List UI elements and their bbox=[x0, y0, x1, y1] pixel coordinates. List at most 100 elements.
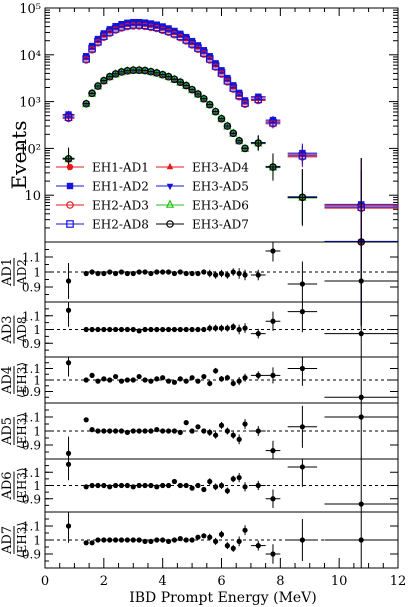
data-point bbox=[224, 543, 230, 549]
ratio-point bbox=[213, 324, 219, 332]
data-point bbox=[201, 326, 207, 333]
data-point bbox=[107, 377, 113, 383]
ratio-point bbox=[171, 270, 178, 277]
ratio-point bbox=[250, 540, 266, 551]
data-point bbox=[183, 270, 189, 277]
ratio-point bbox=[101, 482, 107, 489]
data-point bbox=[95, 378, 101, 384]
legend-item: EH3-AD7 bbox=[156, 218, 249, 232]
ratio-point bbox=[136, 428, 142, 434]
ratio-point bbox=[89, 372, 95, 378]
y-tick-label: 10 bbox=[24, 189, 41, 204]
ratio-point bbox=[171, 326, 178, 333]
data-point bbox=[236, 378, 242, 384]
ratio-point bbox=[189, 537, 195, 543]
ratio-point bbox=[165, 428, 172, 434]
legend-marker bbox=[66, 182, 74, 190]
ratio-point bbox=[207, 478, 213, 485]
data-point bbox=[142, 482, 148, 489]
data-point bbox=[299, 464, 305, 470]
ratio-point bbox=[218, 269, 225, 278]
ratio-point bbox=[83, 270, 89, 277]
ratio-point bbox=[189, 485, 195, 491]
series-eh3-ad4 bbox=[62, 65, 398, 326]
ratio-point bbox=[177, 326, 183, 333]
legend-marker bbox=[166, 183, 174, 191]
ratio-point bbox=[236, 536, 242, 547]
data-point bbox=[113, 537, 119, 543]
data-point bbox=[182, 35, 191, 44]
ratio-point bbox=[230, 268, 236, 276]
ratio-point bbox=[89, 269, 95, 275]
data-point bbox=[270, 496, 276, 502]
data-point bbox=[213, 484, 219, 490]
ratio-point bbox=[324, 242, 398, 302]
data-point bbox=[165, 428, 172, 434]
y-tick-label: 1.1 bbox=[22, 362, 41, 376]
data-point bbox=[236, 474, 242, 481]
data-point bbox=[136, 482, 142, 489]
data-point bbox=[242, 421, 248, 427]
ratio-point bbox=[250, 328, 266, 339]
x-axis-label: IBD Prompt Energy (MeV) bbox=[129, 590, 317, 606]
y-tick-label: 10⁴ bbox=[19, 49, 41, 64]
ratio-point bbox=[95, 326, 101, 333]
data-point bbox=[82, 55, 90, 63]
ratio-point bbox=[236, 434, 242, 445]
data-point bbox=[148, 326, 154, 333]
x-tick-label: 8 bbox=[276, 574, 284, 589]
data-point bbox=[177, 482, 183, 489]
ratio-point bbox=[118, 537, 125, 543]
data-point bbox=[217, 69, 226, 77]
ratio-point bbox=[224, 271, 230, 279]
ratio-ylabel-bottom: ⟨EH3⟩ bbox=[15, 522, 29, 558]
ratio-point bbox=[83, 377, 89, 383]
legend-item: EH2-AD3 bbox=[56, 199, 149, 213]
ratio-point bbox=[287, 302, 318, 333]
data-point bbox=[236, 270, 242, 277]
ratio-point bbox=[171, 537, 178, 543]
ratio-point bbox=[250, 426, 266, 436]
ratio-point bbox=[118, 326, 125, 333]
ratio-ylabel-top: AD4 bbox=[0, 366, 15, 395]
ratio-point bbox=[101, 270, 107, 277]
y-tick-label: 10⁵ bbox=[19, 2, 41, 17]
y-tick-label: 1.1 bbox=[22, 411, 41, 425]
data-point bbox=[299, 365, 305, 372]
ratio-point bbox=[142, 269, 148, 275]
ratio-point bbox=[136, 269, 142, 275]
data-point bbox=[270, 448, 276, 454]
ratio-point bbox=[124, 429, 130, 435]
y-tick-label: 1 bbox=[33, 479, 41, 493]
data-point bbox=[298, 151, 307, 160]
ratio-point bbox=[130, 326, 136, 333]
ratio-point bbox=[154, 427, 160, 433]
data-point bbox=[95, 270, 101, 277]
data-point bbox=[177, 269, 183, 275]
ratio-point bbox=[242, 525, 248, 536]
ratio-point bbox=[107, 537, 113, 543]
data-point bbox=[136, 328, 142, 334]
ratio-point bbox=[89, 326, 95, 333]
data-point bbox=[213, 538, 219, 545]
ratio-point bbox=[324, 512, 398, 568]
ratio-point bbox=[142, 428, 148, 434]
ratio-point bbox=[107, 269, 113, 275]
data-point bbox=[65, 450, 72, 456]
data-point bbox=[236, 326, 242, 333]
ratio-point bbox=[165, 482, 172, 489]
data-point bbox=[83, 326, 89, 333]
data-point bbox=[113, 428, 119, 434]
ratio-point bbox=[136, 373, 142, 380]
data-point bbox=[118, 269, 125, 275]
data-point bbox=[64, 113, 73, 121]
ratio-point bbox=[130, 484, 136, 490]
data-point bbox=[213, 272, 219, 278]
data-point bbox=[154, 376, 160, 382]
ratio-point bbox=[324, 302, 398, 357]
y-tick-label: 1.1 bbox=[22, 309, 41, 323]
data-point bbox=[118, 378, 125, 384]
y-tick-label: 0.9 bbox=[22, 337, 41, 351]
